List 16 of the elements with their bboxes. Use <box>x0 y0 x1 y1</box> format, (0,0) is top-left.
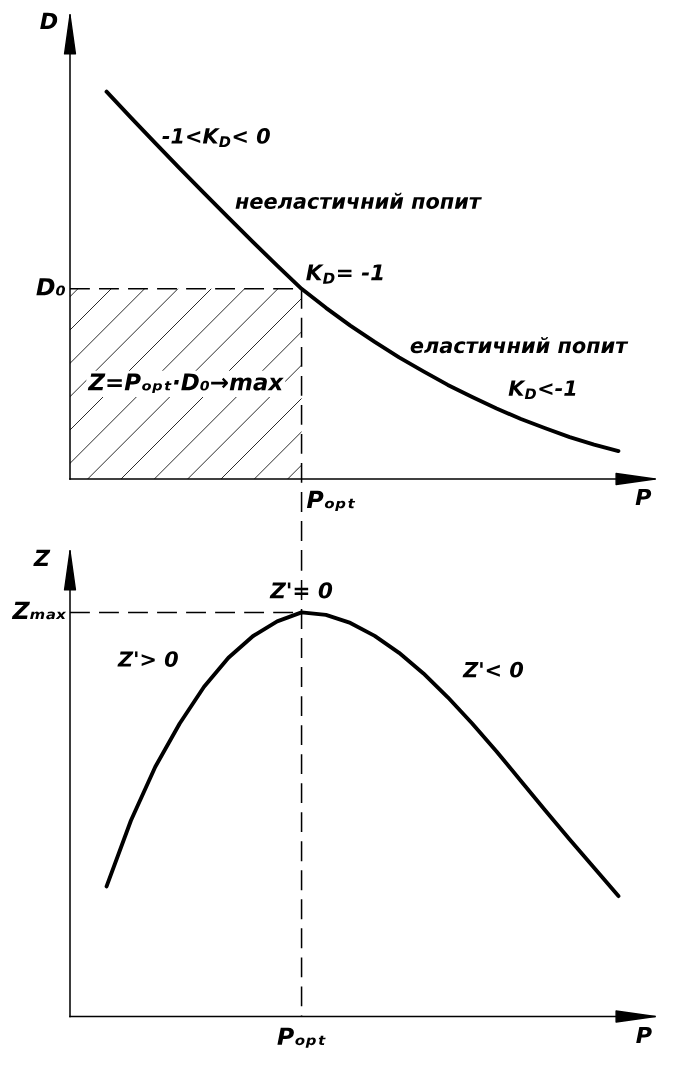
y-axis-title: D <box>40 12 58 30</box>
ref-line-label: Zₘₐₓ <box>11 601 67 620</box>
text: Pₒₚₜ <box>306 490 356 511</box>
annotation: K$_{D}$<-1 <box>508 380 576 400</box>
x-axis-title: P <box>635 488 652 506</box>
x-axis-title: P <box>636 1026 652 1044</box>
annotation: нееластичний попит <box>235 192 482 209</box>
y-axis-title: Z <box>33 549 51 566</box>
annotation: K$_{D}$= -1 <box>306 264 383 284</box>
text: Pₒₚₜ <box>277 1027 326 1048</box>
band-label: Z=Pₒₚₜ·D₀→max <box>87 373 284 393</box>
annotation: еластичний попит <box>410 337 629 354</box>
annotation: Z'> 0 <box>117 651 178 667</box>
annotation: Z'< 0 <box>462 661 524 678</box>
annotation: -1<K$_{D}$< 0 <box>162 128 270 147</box>
ref-line-label: D₀ <box>36 278 66 296</box>
